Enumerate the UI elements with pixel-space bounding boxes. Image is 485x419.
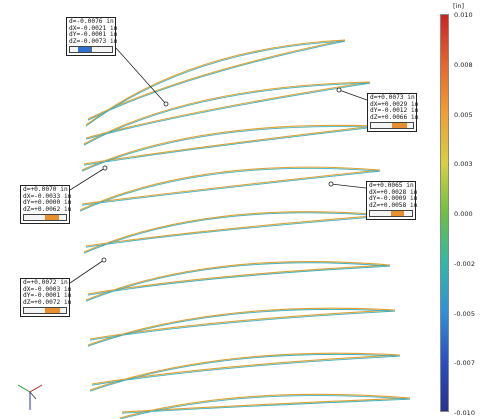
scale-tick-label: 0.008 <box>454 60 473 69</box>
blade-profile-curve <box>85 262 391 302</box>
blade-profiles <box>79 39 411 419</box>
callout-d: d=+0.0070 in <box>23 186 68 193</box>
callout-dy: dY=-0.0001 in <box>69 31 118 39</box>
callout-dz: dZ=-0.0073 in <box>69 37 118 45</box>
callout-dy: dY=-0.0001 in <box>23 292 72 300</box>
sample-point-marker[interactable] <box>163 101 169 107</box>
callout-leader-line <box>115 47 167 105</box>
callout-d: d=-0.0076 in <box>69 18 114 25</box>
callout-leader-line <box>69 167 106 191</box>
callout-dz: dZ=+0.0066 in <box>370 113 419 121</box>
color-scale-bar <box>440 14 449 412</box>
callout-leader-line <box>69 259 105 284</box>
scale-unit-label: [in] <box>453 2 464 10</box>
axis-triad-icon <box>17 384 43 410</box>
blade-profile-curve <box>83 211 386 253</box>
sample-point-marker[interactable] <box>101 257 107 263</box>
blade-profile-curve <box>83 82 371 146</box>
blade-profile-curve <box>87 307 396 346</box>
callout-d: d=+0.0073 in <box>370 94 415 101</box>
callout-dz: dZ=+0.0072 in <box>23 298 72 306</box>
deviation-mini-bar <box>370 122 414 130</box>
callout-dx: dX=-0.0003 in <box>23 285 72 293</box>
deviation-callout[interactable]: d=+0.0070 in dX=-0.0033 in dY=+0.0000 in… <box>20 185 72 225</box>
callout-dx: dX=-0.0021 in <box>69 24 118 32</box>
blade-profile-curve <box>87 308 396 347</box>
blade-profile-curve <box>79 166 381 211</box>
scale-tick-label: 0.000 <box>454 210 473 218</box>
blade-profile-curve <box>89 352 401 391</box>
scale-tick-label: -0.002 <box>454 259 475 268</box>
callout-dy: dY=-0.0012 in <box>370 107 419 115</box>
callout-leader-line <box>338 89 368 101</box>
deviation-callout[interactable]: d=+0.0065 in dX=+0.0028 in dY=-0.0009 in… <box>366 181 418 221</box>
blade-profile-curve <box>119 393 411 419</box>
blade-profile-curve <box>79 167 381 212</box>
callout-d: d=+0.0065 in <box>369 182 414 189</box>
blade-profile-curve <box>83 81 371 145</box>
scale-tick-label: -0.005 <box>454 309 475 318</box>
deviation-callout[interactable]: d=-0.0076 in dX=-0.0021 in dY=-0.0001 in… <box>66 17 118 57</box>
deviation-callout[interactable]: d=+0.0073 in dX=+0.0029 in dY=-0.0012 in… <box>367 93 419 133</box>
scale-tick-label: 0.003 <box>454 160 473 169</box>
sample-point-marker[interactable] <box>328 181 334 187</box>
callout-dz: dZ=+0.0058 in <box>369 201 418 209</box>
callout-leaders <box>69 47 368 284</box>
callout-dx: dX=+0.0028 in <box>369 188 418 196</box>
callout-d: d=+0.0072 in <box>23 279 68 286</box>
blade-profile-curve <box>89 353 401 392</box>
deviation-callout[interactable]: d=+0.0072 in dX=-0.0003 in dY=-0.0001 in… <box>20 278 72 318</box>
scale-tick-label: -0.010 <box>454 409 475 417</box>
blade-profile-curve <box>85 40 346 127</box>
scale-tick-label: 0.005 <box>454 110 473 119</box>
deviation-mini-bar <box>69 46 113 54</box>
blade-profile-curve <box>81 126 376 172</box>
scale-tick-label: 0.010 <box>454 11 473 19</box>
deviation-mini-bar <box>23 214 67 222</box>
scale-tick-label: -0.007 <box>454 359 475 368</box>
blade-profile-curve <box>85 260 391 301</box>
callout-dy: dY=+0.0000 in <box>23 199 72 207</box>
callout-dy: dY=-0.0009 in <box>369 195 418 203</box>
callout-leader-line <box>330 183 367 189</box>
sample-point-marker[interactable] <box>102 165 108 171</box>
deviation-mini-bar <box>369 210 413 218</box>
blade-profile-curve <box>119 395 411 419</box>
callout-dx: dX=-0.0033 in <box>23 192 72 200</box>
sample-point-marker[interactable] <box>336 87 342 93</box>
callout-dz: dZ=+0.0062 in <box>23 205 72 213</box>
deviation-mini-bar <box>23 307 67 315</box>
blade-profile-curve <box>85 39 346 126</box>
callout-dx: dX=+0.0029 in <box>370 100 419 108</box>
